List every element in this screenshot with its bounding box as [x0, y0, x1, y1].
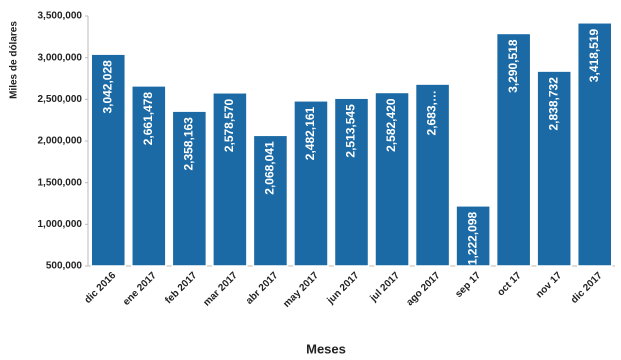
x-tick-label: jul 2017: [368, 270, 403, 305]
x-tick-label: mar 2017: [201, 270, 240, 309]
x-tick-label: ago 2017: [405, 270, 443, 308]
y-tick-label: 2,000,000: [38, 136, 83, 147]
value-label: 2,513,545: [344, 104, 358, 158]
x-axis-label: Meses: [306, 341, 346, 356]
value-label: 2,661,478: [141, 92, 155, 146]
value-label: 2,578,570: [222, 98, 236, 152]
x-tick-label: abr 2017: [244, 270, 281, 307]
value-label: 2,582,420: [384, 98, 398, 152]
y-tick-label: 2,500,000: [38, 94, 83, 105]
value-label: 1,222,098: [465, 212, 479, 266]
bar: [212, 92, 248, 267]
x-tick-label: ene 2017: [121, 270, 159, 308]
bar: [576, 22, 613, 267]
bar: [171, 110, 208, 267]
x-tick-label: nov 17: [534, 270, 564, 300]
value-label: 2,068,041: [263, 141, 277, 195]
bar: [293, 100, 329, 267]
y-tick-label: 1,000,000: [38, 219, 83, 230]
bar: [374, 91, 410, 267]
y-tick-label: 3,000,000: [38, 52, 83, 63]
y-tick-label: 3,500,000: [38, 11, 83, 22]
bar: [90, 53, 127, 267]
x-tick-label: oct 17: [495, 270, 524, 299]
y-tick-label: 1,500,000: [38, 177, 83, 188]
bar: [414, 83, 451, 267]
value-label: 3,418,519: [587, 28, 601, 82]
x-tick-label: jun 2017: [325, 270, 362, 307]
value-label: 2,358,163: [182, 117, 196, 171]
x-tick-label: dic 2017: [569, 270, 605, 306]
bar: [495, 32, 532, 267]
bar: [536, 70, 572, 267]
bar: [131, 85, 167, 267]
x-tick-label: dic 2016: [83, 270, 119, 306]
y-axis-label: Miles de dólares: [9, 21, 20, 99]
value-label: 2,683,…: [425, 90, 439, 135]
value-label: 3,042,028: [100, 60, 114, 114]
bar: [252, 134, 289, 267]
y-tick-label: 500,000: [46, 261, 83, 272]
bar: [455, 205, 491, 267]
value-label: 2,838,732: [546, 77, 560, 131]
x-tick-label: feb 2017: [163, 270, 199, 306]
x-tick-label: may 2017: [281, 270, 321, 310]
value-label: 3,290,518: [506, 39, 520, 93]
bar: [333, 97, 370, 267]
value-label: 2,482,161: [303, 106, 317, 160]
x-tick-label: sep 17: [453, 270, 483, 300]
